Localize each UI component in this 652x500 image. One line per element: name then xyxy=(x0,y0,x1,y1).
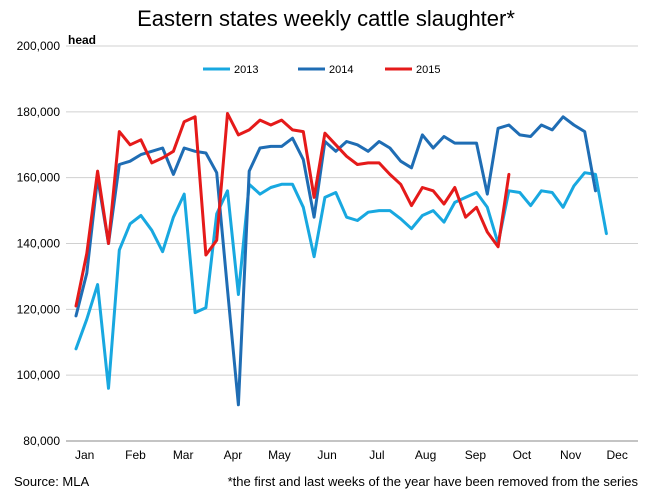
y-axis-unit-label: head xyxy=(68,33,96,47)
series-lines xyxy=(74,112,608,407)
x-tick-label: Apr xyxy=(224,448,243,462)
legend-label: 2015 xyxy=(416,64,440,76)
x-axis-month-labels: Jan Feb Mar Apr May Jun Jul Aug Sep Oct Nov Dec xyxy=(75,448,628,462)
chart-title: Eastern states weekly cattle slaughter* xyxy=(137,6,515,31)
x-tick-label: Jun xyxy=(317,448,336,462)
footnote: *the first and last weeks of the year ha… xyxy=(228,474,639,489)
x-tick-label: Jan xyxy=(75,448,94,462)
x-tick-label: Sep xyxy=(465,448,487,462)
series-line-2015 xyxy=(74,112,511,308)
legend-label: 2014 xyxy=(329,64,353,76)
legend: 2013 2014 2015 xyxy=(203,64,440,76)
x-tick-label: Feb xyxy=(125,448,146,462)
x-tick-label: Aug xyxy=(415,448,436,462)
legend-label: 2013 xyxy=(234,64,258,76)
y-tick-label: 100,000 xyxy=(17,368,61,382)
x-tick-label: Dec xyxy=(607,448,628,462)
source-note: Source: MLA xyxy=(14,474,89,489)
x-tick-label: Oct xyxy=(513,448,532,462)
y-tick-label: 140,000 xyxy=(17,237,61,251)
y-tick-label: 80,000 xyxy=(23,434,60,448)
x-tick-label: Jul xyxy=(369,448,384,462)
y-tick-label: 180,000 xyxy=(17,105,61,119)
gridlines xyxy=(66,45,638,442)
y-axis-ticks: 80,000 100,000 120,000 140,000 160,000 180,00… xyxy=(17,39,61,448)
x-tick-label: Mar xyxy=(173,448,194,462)
x-tick-label: May xyxy=(268,448,291,462)
y-tick-label: 160,000 xyxy=(17,171,61,185)
y-tick-label: 200,000 xyxy=(17,39,61,53)
y-tick-label: 120,000 xyxy=(17,302,61,316)
series-line-2014 xyxy=(74,115,597,407)
series-line-2013 xyxy=(74,171,608,390)
x-tick-label: Nov xyxy=(560,448,581,462)
